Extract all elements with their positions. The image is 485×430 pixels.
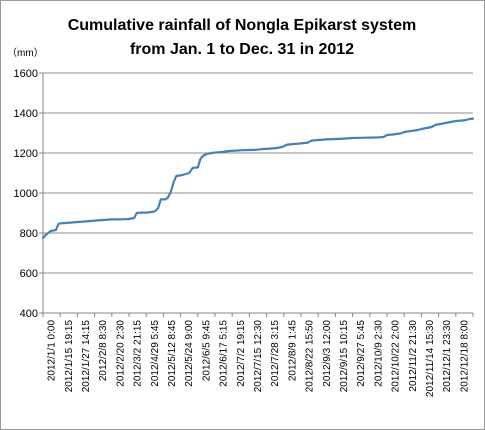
y-tick-label: 800	[20, 228, 38, 240]
x-tick-label: 2012/6/17 5:15	[219, 320, 230, 387]
x-tick-label: 2012/8/9 1:45	[287, 320, 298, 382]
x-tick-label: 2012/7/28 3:15	[270, 320, 281, 387]
axes	[39, 72, 474, 317]
chart-title-line-1: Cumulative rainfall of Nongla Epikarst s…	[68, 17, 417, 34]
y-tick-label: 400	[20, 308, 38, 320]
x-tick-label: 2012/9/15 10:15	[339, 320, 350, 393]
x-tick-label: 2012/6/5 9:45	[201, 320, 212, 382]
x-tick-label: 2012/5/24 9:00	[184, 320, 195, 387]
x-tick-label: 2012/10/22 2:00	[391, 320, 402, 393]
x-tick-label: 2012/9/3 12:00	[322, 320, 333, 387]
series-line	[41, 117, 475, 240]
x-tick-label: 2012/7/15 12:30	[253, 320, 264, 393]
gridlines	[43, 72, 473, 274]
x-tick-label: 2012/7/2 19:15	[236, 320, 247, 387]
x-tick-label: 2012/4/29 5:45	[150, 320, 161, 387]
y-unit-label: （mm）	[7, 47, 44, 59]
chart-title-line-2: from Jan. 1 to Dec. 31 in 2012	[130, 41, 354, 58]
x-tick-label: 2012/5/12 8:45	[167, 320, 178, 387]
y-tick-labels: 400 600 800 1000 1200 1400 1600	[14, 68, 38, 320]
y-tick-label: 1600	[14, 68, 38, 80]
x-tick-label: 2012/12/18 8:00	[459, 320, 470, 393]
x-tick-label: 2012/1/27 14:15	[81, 320, 92, 393]
x-tick-label: 2012/1/15 19:15	[64, 320, 75, 393]
x-tick-labels: 2012/1/1 0:00 2012/1/15 19:15 2012/1/27 14…	[47, 320, 471, 398]
x-tick-label: 2012/8/22 15:50	[305, 320, 316, 393]
x-tick-label: 2012/10/9 2:30	[373, 320, 384, 387]
y-tick-label: 1400	[14, 108, 38, 120]
x-tick-label: 2012/9/27 5:45	[356, 320, 367, 387]
x-tick-label: 2012/2/20 2:30	[115, 320, 126, 387]
x-tick-label: 2012/11/2 21:30	[408, 320, 419, 392]
y-tick-label: 1000	[14, 188, 38, 200]
y-tick-label: 600	[20, 268, 38, 280]
x-tick-label: 2012/12/1 23:30	[442, 320, 453, 393]
series-group	[41, 117, 475, 240]
x-tick-label: 2012/2/8 8:30	[98, 320, 109, 382]
x-tick-label: 2012/11/14 15:30	[425, 320, 436, 398]
x-tick-label: 2012/3/2 21:15	[133, 320, 144, 387]
y-tick-label: 1200	[14, 148, 38, 160]
x-tick-label: 2012/1/1 0:00	[47, 320, 58, 382]
